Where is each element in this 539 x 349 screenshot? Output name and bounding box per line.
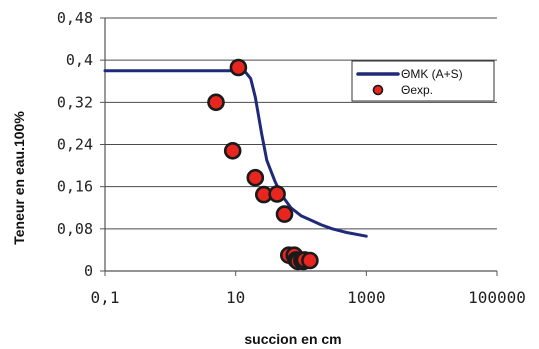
data-point [223,142,242,160]
legend-marker-swatch [372,84,384,96]
x-axis-title: succion en cm [244,331,341,347]
data-point [268,185,286,203]
x-tick-label: 100000 [468,288,526,307]
grid-lines [100,17,498,276]
x-tick-label: 0,1 [91,288,120,307]
data-points-group [207,58,319,271]
data-point [229,58,248,77]
y-tick-label: 0,08 [57,220,93,238]
data-point [301,251,319,270]
y-tick-label: 0,4 [66,51,93,69]
y-tick-label: 0,48 [57,9,93,27]
y-tick-label: 0,32 [57,93,93,111]
data-point [275,205,294,223]
data-point [246,168,265,187]
y-tick-label: 0,24 [57,136,93,154]
y-tick-label: 0,16 [57,178,93,196]
x-tick-label: 10 [226,288,245,307]
legend-label-model: ΘMK (A+S) [401,67,463,81]
y-tick-labels: 0 0,08 0,16 0,24 0,32 0,4 0,48 [57,9,93,280]
legend-label-experimental: Θexp. [401,83,433,97]
data-point [207,93,225,112]
axes [104,18,497,272]
y-tick-label: 0 [84,262,93,280]
y-axis-title: Teneur en eau.100% [11,111,27,245]
x-tick-labels: 0,1 10 1000 100000 [91,288,526,307]
x-tick-label: 1000 [347,288,386,307]
legend: ΘMK (A+S) Θexp. [351,60,495,102]
